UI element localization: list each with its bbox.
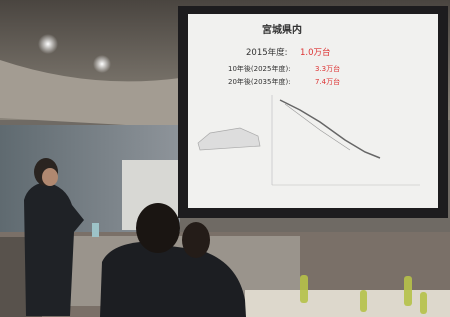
- glass: [92, 223, 99, 237]
- audience-head: [182, 222, 210, 258]
- slide-line-value: 1.0万台: [300, 47, 331, 58]
- slide-line-label: 2015年度:: [246, 47, 288, 58]
- page: 宮城県内 2015年度: 1.0万台 10年後(2025年度): 3.3万台 2…: [0, 0, 450, 317]
- slide: [188, 14, 438, 208]
- table: [245, 290, 450, 317]
- ceiling-light: [38, 34, 58, 54]
- ceiling-light: [93, 55, 111, 73]
- slide-title: 宮城県内: [262, 23, 302, 36]
- speaker-face: [42, 168, 58, 186]
- slide-line-value: 7.4万台: [315, 77, 340, 86]
- audience-head: [136, 203, 180, 253]
- slide-line-label: 20年後(2035年度):: [228, 77, 291, 86]
- photo: 宮城県内 2015年度: 1.0万台 10年後(2025年度): 3.3万台 2…: [0, 0, 450, 317]
- slide-line-label: 10年後(2025年度):: [228, 64, 291, 73]
- slide-line-value: 3.3万台: [315, 64, 340, 73]
